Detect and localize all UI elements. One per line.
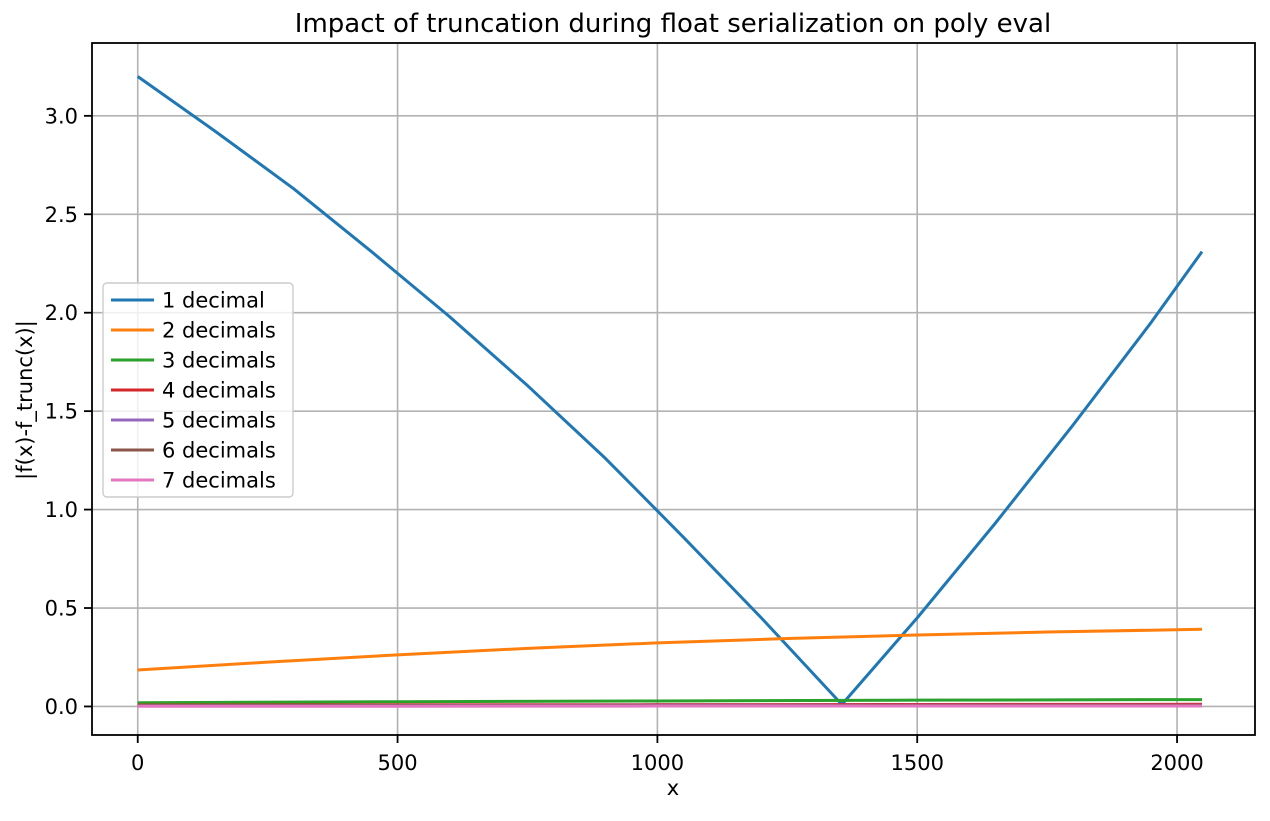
- legend-label: 7 decimals: [162, 469, 276, 493]
- legend-label: 1 decimal: [162, 289, 265, 313]
- y-tick-label: 2.0: [45, 301, 78, 325]
- y-axis-label: |f(x)-f_trunc(x)|: [13, 320, 38, 480]
- y-tick-label: 2.5: [45, 203, 78, 227]
- legend-label: 6 decimals: [162, 439, 276, 463]
- y-tick-label: 1.0: [45, 498, 78, 522]
- x-axis-label: x: [667, 776, 679, 800]
- series-lines: [138, 76, 1202, 706]
- legend-label: 3 decimals: [162, 349, 276, 373]
- y-tick-label: 1.5: [45, 400, 78, 424]
- chart-title: Impact of truncation during float serial…: [295, 9, 1051, 39]
- y-tick-label: 3.0: [45, 104, 78, 128]
- x-tick-label: 1500: [890, 751, 943, 775]
- legend-label: 5 decimals: [162, 409, 276, 433]
- y-tick-label: 0.0: [45, 695, 78, 719]
- x-tick-label: 1000: [631, 751, 684, 775]
- series-line-1-decimal: [138, 76, 1202, 704]
- legend: 1 decimal 2 decimals 3 decimals 4 decimals 5…: [103, 283, 293, 497]
- legend-label: 4 decimals: [162, 379, 276, 403]
- series-line-3-decimals: [138, 700, 1202, 703]
- legend-label: 2 decimals: [162, 319, 276, 343]
- x-tick-label: 2000: [1150, 751, 1203, 775]
- x-tick-label: 0: [131, 751, 144, 775]
- series-line-2-decimals: [138, 629, 1202, 670]
- x-tick-label: 500: [378, 751, 418, 775]
- legend-group: 1 decimal 2 decimals 3 decimals 4 decimals 5…: [103, 283, 293, 497]
- y-tick-label: 0.5: [45, 597, 78, 621]
